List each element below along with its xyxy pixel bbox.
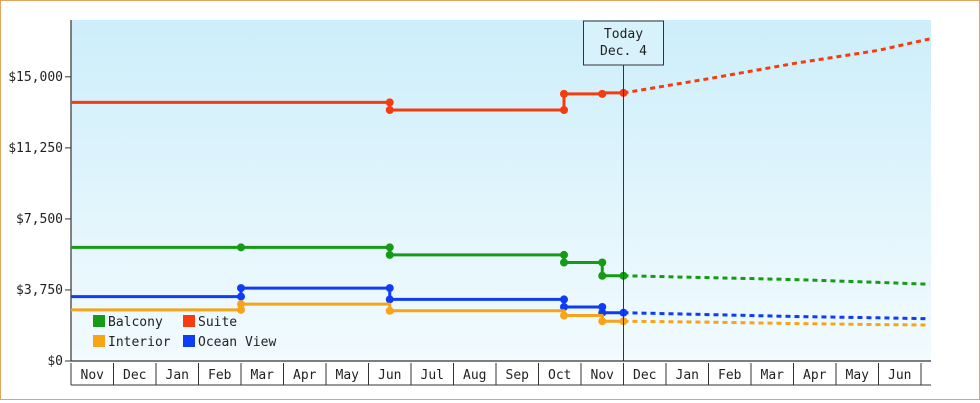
x-tick-label: Apr xyxy=(803,368,827,383)
legend-label-ocean-view: Ocean View xyxy=(198,335,276,350)
x-tick-label: Jul xyxy=(421,368,444,383)
legend-swatch-interior xyxy=(93,335,105,347)
legend-label-interior: Interior xyxy=(108,335,171,350)
legend: Balcony Suite Interior Ocean View xyxy=(93,315,276,350)
y-tick-label: $11,250 xyxy=(8,141,63,156)
data-point-balcony xyxy=(598,258,607,267)
data-point-ocean-view xyxy=(560,303,568,312)
series-layer xyxy=(71,37,930,327)
x-tick-label: Oct xyxy=(548,368,571,383)
data-point-interior xyxy=(598,317,607,326)
forecast-line-balcony xyxy=(623,274,930,286)
x-tick-label: Nov xyxy=(591,368,615,383)
x-tick-label: Feb xyxy=(718,368,742,383)
data-point-interior xyxy=(237,305,245,314)
today-label: Today xyxy=(604,27,643,42)
data-point-ocean-view xyxy=(385,284,394,293)
x-tick-label: Mar xyxy=(761,368,785,383)
y-tick-label: $15,000 xyxy=(8,70,63,85)
data-point-ocean-view xyxy=(385,295,394,304)
data-point-ocean-view xyxy=(237,284,245,293)
data-point-balcony xyxy=(560,258,568,267)
data-point-interior xyxy=(385,306,394,315)
y-tick-label: $7,500 xyxy=(16,212,63,227)
x-tick-label: May xyxy=(846,368,870,383)
x-tick-label: Mar xyxy=(251,368,275,383)
y-tick-label: $0 xyxy=(47,354,63,369)
x-tick-label: Feb xyxy=(208,368,232,383)
x-tick-label: Apr xyxy=(293,368,317,383)
legend-label-balcony: Balcony xyxy=(108,315,163,330)
x-tick-label: Jan xyxy=(166,368,189,383)
legend-label-suite: Suite xyxy=(198,315,237,330)
today-box xyxy=(583,20,664,66)
legend-swatch-ocean-view xyxy=(183,335,195,347)
forecast-line-suite xyxy=(623,37,930,95)
x-tick-label: Jan xyxy=(676,368,699,383)
data-point-suite xyxy=(560,89,568,98)
x-tick-label: Dec xyxy=(633,368,656,383)
forecast-line-ocean-view xyxy=(623,311,930,321)
data-point-interior xyxy=(237,300,245,309)
forecast-line-interior xyxy=(623,319,930,327)
y-tick-label: $3,750 xyxy=(16,283,63,298)
data-point-ocean-view xyxy=(560,295,568,304)
legend-swatch-balcony xyxy=(93,315,105,327)
x-tick-label: Aug xyxy=(463,368,486,383)
data-point-balcony xyxy=(385,243,394,252)
legend-swatch-suite xyxy=(183,315,195,327)
x-tick-label: Jun xyxy=(888,368,911,383)
data-point-suite xyxy=(560,105,568,114)
data-point-ocean-view xyxy=(598,303,607,312)
today-marker: Today Dec. 4 xyxy=(583,20,664,361)
plot-area xyxy=(71,20,931,361)
data-point-ocean-view xyxy=(237,292,245,301)
data-point-balcony xyxy=(385,250,394,259)
axes: $0 $3,750 $7,500 $11,250 $15,000 Nov Dec Jan Feb… xyxy=(8,20,931,386)
data-point-balcony xyxy=(237,243,245,252)
x-tick-label: Sep xyxy=(506,368,530,383)
data-point-suite xyxy=(385,105,394,114)
today-date: Dec. 4 xyxy=(600,44,647,59)
data-point-balcony xyxy=(560,250,568,259)
x-tick-label: Nov xyxy=(81,368,105,383)
data-point-interior xyxy=(560,311,568,320)
x-tick-label: Dec xyxy=(123,368,146,383)
x-tick-label: Jun xyxy=(378,368,401,383)
data-point-balcony xyxy=(598,271,607,280)
data-point-suite xyxy=(385,98,394,107)
x-tick-label: May xyxy=(336,368,360,383)
data-point-suite xyxy=(598,89,607,98)
